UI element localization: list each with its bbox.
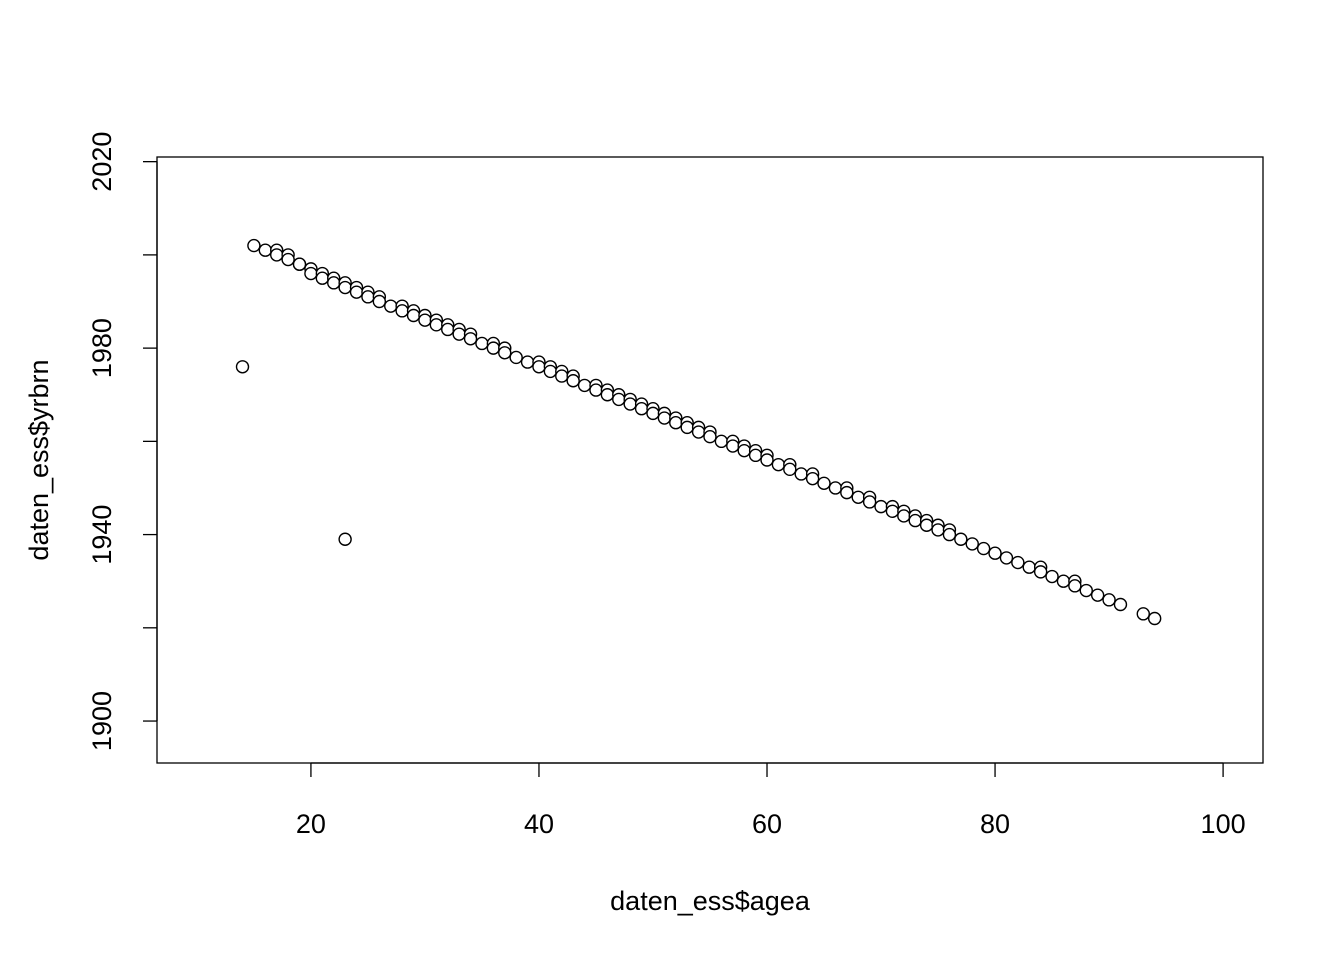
data-point (349, 285, 364, 299)
data-point (771, 457, 786, 472)
data-point (577, 378, 592, 393)
data-point (498, 346, 512, 360)
data-point (361, 290, 375, 304)
data-point (1022, 560, 1036, 574)
data-point (919, 518, 934, 532)
data-point (1113, 597, 1128, 612)
data-point (509, 350, 523, 365)
data-point (384, 299, 398, 313)
data-point (452, 327, 466, 341)
data-point (897, 509, 911, 523)
data-point (600, 388, 615, 402)
y-tick-label: 2020 (87, 132, 117, 192)
data-point (247, 238, 261, 253)
data-point (623, 397, 637, 411)
data-point (1090, 588, 1105, 602)
data-point (1147, 611, 1162, 626)
data-point (805, 471, 820, 486)
x-tick-label: 80 (980, 809, 1010, 839)
y-tick-label: 1900 (87, 691, 117, 751)
data-point (441, 322, 455, 337)
data-point (691, 425, 706, 439)
data-point (1068, 579, 1082, 593)
data-point (931, 523, 945, 537)
data-point (748, 448, 763, 463)
data-point (258, 243, 273, 257)
data-point (999, 551, 1014, 565)
data-point (737, 443, 751, 458)
data-point (418, 313, 432, 327)
data-point (463, 332, 478, 346)
data-points (235, 238, 1162, 626)
data-point (1056, 574, 1071, 588)
data-point (1079, 583, 1093, 598)
data-point (429, 318, 444, 332)
data-point (760, 453, 774, 467)
x-tick-label: 20 (296, 809, 326, 839)
data-point (783, 462, 797, 477)
data-point (680, 420, 694, 435)
y-axis-label: daten_ess$yrbrn (24, 359, 54, 560)
x-tick-label: 60 (752, 809, 782, 839)
data-point (1011, 555, 1025, 570)
data-point (794, 467, 808, 481)
x-axis-label: daten_ess$agea (610, 886, 811, 916)
data-point (634, 402, 649, 416)
data-point (828, 481, 843, 495)
data-point (726, 439, 740, 453)
y-axis: 1900 1940 1980 2020 (87, 132, 158, 751)
data-point (395, 304, 409, 318)
data-point (372, 294, 387, 309)
data-point (406, 308, 421, 323)
data-point (669, 416, 683, 430)
data-point (840, 485, 854, 500)
data-point (703, 429, 717, 444)
data-point (304, 266, 318, 281)
data-point (942, 527, 957, 542)
plot-box (156, 156, 1264, 764)
data-point (292, 257, 307, 271)
data-point (874, 499, 888, 514)
y-tick-label: 1940 (87, 505, 117, 565)
x-tick-label: 40 (524, 809, 554, 839)
data-point (315, 271, 330, 285)
data-point (714, 434, 729, 449)
data-point (954, 532, 968, 546)
data-point (555, 369, 569, 383)
data-point (817, 476, 831, 491)
data-point (862, 495, 877, 509)
x-axis: 20 40 60 80 100 (296, 762, 1246, 839)
data-point (566, 374, 580, 388)
data-point (520, 355, 535, 369)
data-point (270, 248, 284, 262)
data-point (1033, 565, 1048, 579)
data-point (612, 392, 626, 407)
data-point (532, 360, 546, 374)
data-point (1045, 569, 1059, 584)
data-point (965, 537, 979, 551)
data-point (543, 364, 558, 379)
x-tick-label: 100 (1201, 809, 1246, 839)
data-point (657, 411, 672, 425)
data-point (338, 280, 352, 295)
data-point (281, 252, 295, 267)
data-point (851, 490, 865, 504)
data-point (589, 383, 603, 397)
data-point (235, 360, 250, 374)
data-point (976, 541, 991, 556)
data-point (327, 276, 341, 290)
y-tick-label: 1980 (87, 318, 117, 378)
data-point (885, 504, 900, 518)
data-point (475, 336, 489, 351)
data-point (988, 546, 1002, 560)
data-point (1136, 607, 1150, 621)
data-point (908, 513, 922, 528)
data-point (1102, 593, 1116, 607)
data-point (338, 532, 352, 546)
data-point (486, 341, 501, 355)
data-point (646, 406, 660, 421)
